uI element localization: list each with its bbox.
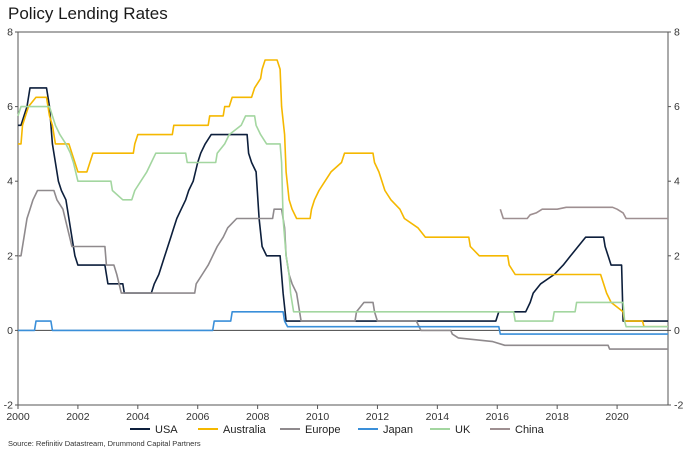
y-tick-label-right: -2 <box>674 400 683 412</box>
legend-label-japan: Japan <box>383 424 413 436</box>
series-line-uk <box>17 105 668 328</box>
y-tick-label-right: 8 <box>674 27 680 39</box>
plot-frame <box>17 31 669 406</box>
x-tick-label: 2014 <box>426 411 450 423</box>
y-tick-label-left: 0 <box>7 325 13 337</box>
y-tick-label-right: 6 <box>674 101 680 113</box>
y-tick-label-left: -2 <box>4 400 13 412</box>
y-tick-label-right: 4 <box>674 176 680 188</box>
legend-label-australia: Australia <box>223 424 267 436</box>
x-tick-label: 2008 <box>246 411 270 423</box>
legend-label-usa: USA <box>155 424 178 436</box>
x-tick-label: 2016 <box>486 411 510 423</box>
source-note: Source: Refinitiv Datastream, Drummond C… <box>8 439 201 448</box>
series-line-europe <box>18 189 668 350</box>
legend-label-china: China <box>515 424 545 436</box>
legend-label-europe: Europe <box>305 424 340 436</box>
y-tick-label-right: 2 <box>674 250 680 262</box>
x-tick-label: 2002 <box>66 411 90 423</box>
y-tick-label-left: 6 <box>7 101 13 113</box>
legend-label-uk: UK <box>455 424 471 436</box>
x-tick-label: 2000 <box>6 411 30 423</box>
series-line-usa <box>18 87 668 322</box>
y-tick-label-right: 0 <box>674 325 680 337</box>
chart-title: Policy Lending Rates <box>8 4 168 23</box>
x-tick-label: 2004 <box>126 411 150 423</box>
x-tick-label: 2020 <box>605 411 629 423</box>
x-tick-label: 2010 <box>306 411 330 423</box>
y-tick-label-left: 8 <box>7 27 13 39</box>
x-tick-label: 2012 <box>366 411 390 423</box>
y-tick-label-left: 2 <box>7 250 13 262</box>
x-tick-label: 2006 <box>186 411 210 423</box>
series-line-japan <box>18 311 668 335</box>
x-tick-label: 2018 <box>545 411 569 423</box>
y-tick-label-left: 4 <box>7 176 13 188</box>
series-line-australia <box>18 59 668 328</box>
series-line-china <box>499 206 668 220</box>
